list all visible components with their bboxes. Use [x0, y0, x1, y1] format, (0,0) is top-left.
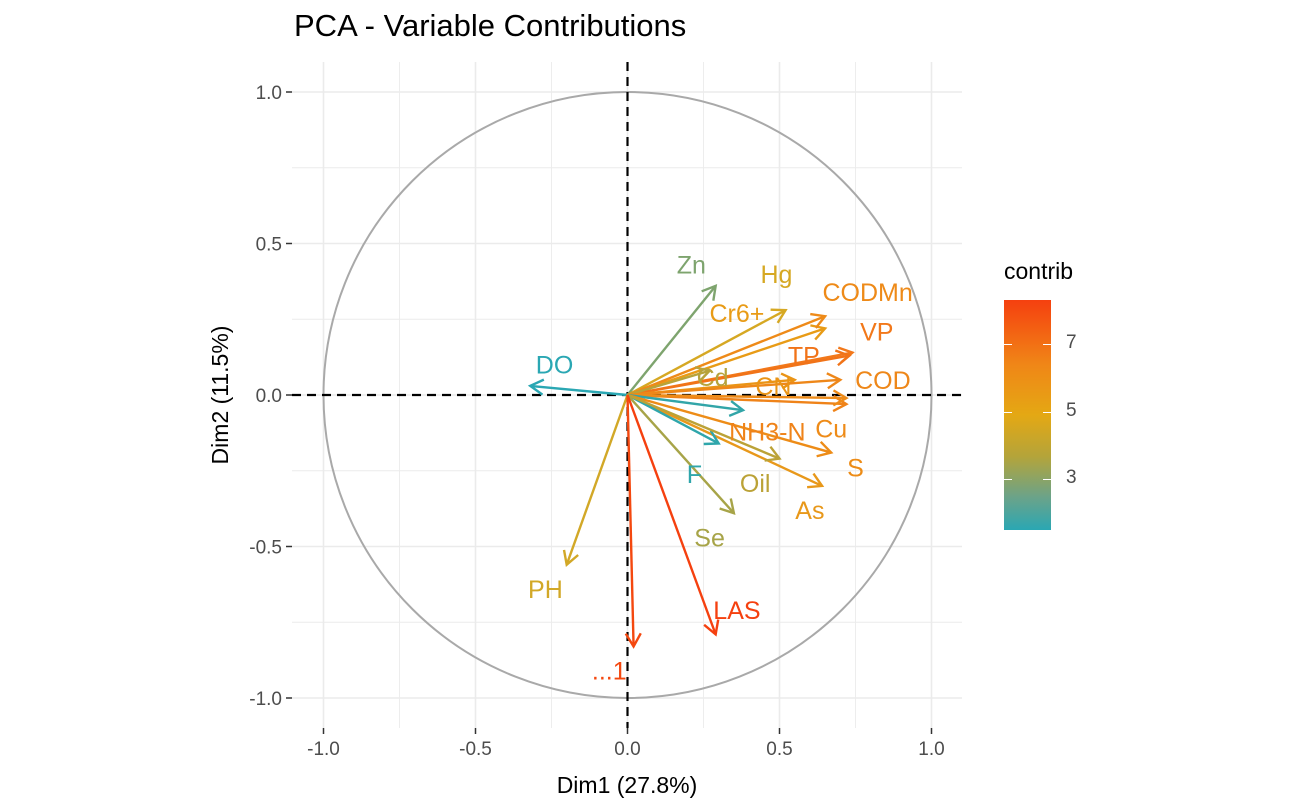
- x-tick-label: 0.5: [766, 739, 792, 760]
- tick-labels: -1.0 -0.5 0.0 0.5 1.0 -1.0 -0.5 0.0 0.5 1.0: [249, 83, 944, 760]
- x-tick-label: -0.5: [459, 739, 492, 760]
- variable-arrow: [627, 393, 780, 460]
- variable-arrowhead: [810, 312, 828, 329]
- variable-arrow: [627, 327, 826, 397]
- variable-arrowhead: [807, 472, 825, 489]
- variable-arrowhead: [701, 284, 718, 301]
- variable-arrow: [565, 394, 629, 566]
- variable-arrow: [627, 354, 850, 397]
- legend-tick-right: [1043, 343, 1051, 345]
- y-tick-label: 0.5: [256, 235, 282, 256]
- legend-tick-label: 7: [1066, 331, 1077, 353]
- variable-label: CN: [755, 373, 791, 401]
- legend-colorbar: [1004, 300, 1051, 530]
- variable-arrowhead: [562, 549, 579, 567]
- variable-arrowhead: [624, 632, 642, 649]
- variable-arrow: [626, 393, 720, 445]
- variable-arrowhead: [826, 372, 843, 390]
- variable-arrowhead: [810, 324, 828, 341]
- y-tick-label: 1.0: [256, 83, 282, 104]
- y-tick-label: 0.0: [256, 386, 282, 407]
- legend-tick-right: [1043, 479, 1051, 481]
- variable-label: As: [795, 497, 824, 525]
- variable-arrow: [627, 393, 847, 400]
- variable-arrow: [626, 394, 635, 647]
- legend-tick-left: [1004, 343, 1012, 345]
- chart-title: PCA - Variable Contributions: [294, 8, 687, 43]
- variable-arrow: [627, 393, 832, 454]
- legend-tick-left: [1004, 411, 1012, 413]
- x-axis-title: Dim1 (27.8%): [557, 772, 698, 798]
- variable-arrowhead: [816, 440, 834, 458]
- variable-arrowhead: [832, 389, 849, 407]
- variable-label: DO: [536, 352, 574, 380]
- variable-labels: DO Zn Hg Cr6+ CODMn VP TP Cd CN COD NH3-N CuS As F Oil…: [528, 252, 913, 686]
- variable-label: Cu: [815, 415, 847, 443]
- legend-tick-label: 5: [1066, 399, 1077, 421]
- variable-arrow: [530, 384, 628, 397]
- variable-label: F: [687, 461, 702, 489]
- variable-arrows: [527, 284, 855, 649]
- variable-arrowhead: [770, 308, 788, 324]
- variable-arrow: [626, 394, 735, 514]
- y-tick-label: -0.5: [249, 538, 282, 559]
- variable-label: Oil: [740, 470, 771, 498]
- x-tick-label: -1.0: [307, 739, 340, 760]
- variable-arrowhead: [694, 366, 712, 383]
- legend-tick-label: 3: [1066, 467, 1077, 489]
- variable-arrowhead: [780, 372, 798, 390]
- variable-arrowhead: [719, 498, 736, 515]
- variable-arrow: [627, 315, 826, 397]
- variable-arrow: [627, 393, 744, 412]
- y-axis-title: Dim2 (11.5%): [207, 326, 233, 465]
- variable-label: COD: [855, 367, 911, 395]
- variable-label: LAS: [713, 597, 760, 625]
- variable-arrowhead: [703, 619, 720, 637]
- variable-arrowhead: [834, 349, 852, 367]
- variable-label: Hg: [760, 261, 792, 289]
- legend-title: contrib: [1004, 258, 1074, 284]
- y-tick-label: -1.0: [249, 689, 282, 710]
- variable-label: Cd: [697, 364, 729, 392]
- variable-label: Zn: [677, 252, 706, 280]
- variable-arrow: [626, 393, 823, 487]
- variable-label: Se: [694, 524, 725, 552]
- variable-arrow: [627, 369, 710, 397]
- legend-tick-left: [1004, 479, 1012, 481]
- variable-label: ...1: [592, 658, 627, 686]
- variable-arrow: [626, 309, 787, 397]
- variable-arrow: [626, 285, 717, 396]
- variable-label: VP: [860, 318, 893, 346]
- variable-label: Cr6+: [709, 300, 764, 328]
- variable-arrowhead: [527, 378, 545, 396]
- variable-arrowhead: [764, 445, 782, 462]
- variable-label: CODMn: [823, 279, 913, 307]
- x-tick-label: 0.0: [614, 739, 640, 760]
- variable-label: S: [847, 455, 864, 483]
- variable-label: PH: [528, 576, 563, 604]
- variable-arrow: [627, 378, 841, 397]
- variable-arrowhead: [703, 430, 721, 446]
- variable-arrow: [626, 394, 717, 635]
- x-tick-label: 1.0: [918, 739, 944, 760]
- legend-tick-right: [1043, 411, 1051, 413]
- variable-label: NH3-N: [729, 418, 805, 446]
- variable-arrowhead: [728, 400, 746, 418]
- variable-label: TP: [788, 343, 820, 371]
